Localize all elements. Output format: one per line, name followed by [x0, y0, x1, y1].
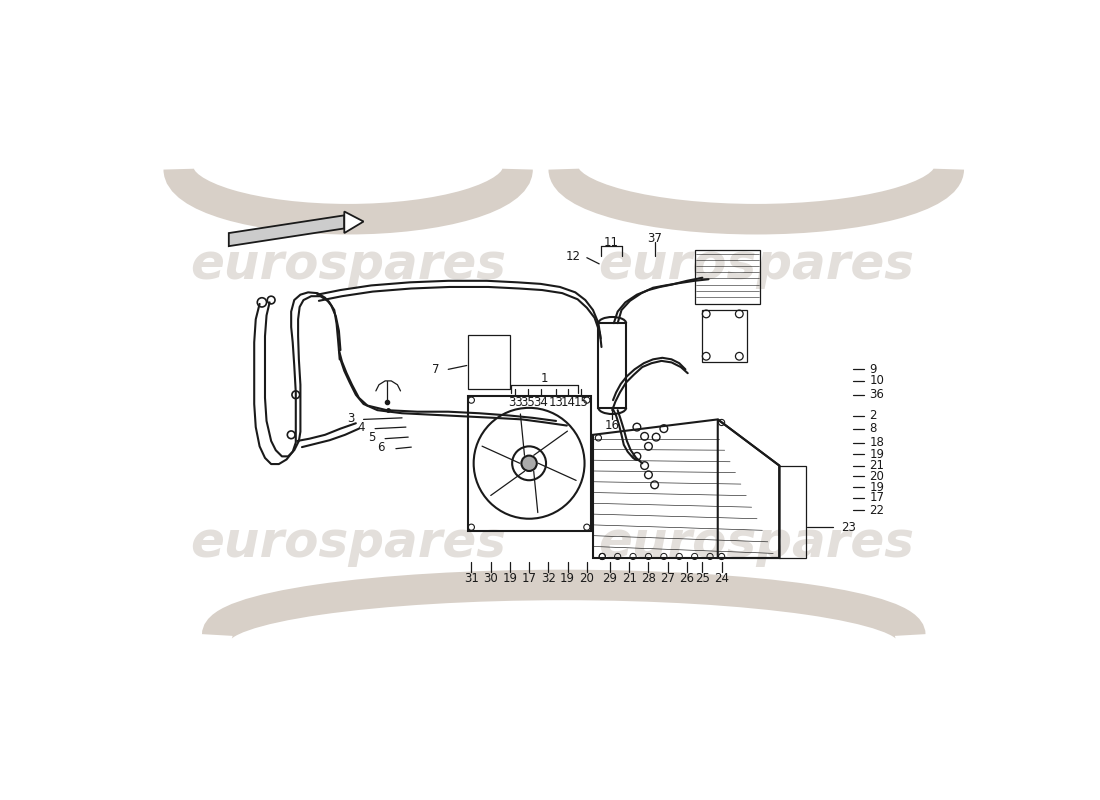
Text: 28: 28 [641, 571, 656, 585]
Bar [468, 396, 591, 531]
Text: 4: 4 [358, 422, 365, 434]
Text: 2: 2 [869, 409, 877, 422]
Text: 11: 11 [604, 236, 619, 249]
Bar [598, 323, 626, 408]
Text: 21: 21 [621, 571, 637, 585]
Bar [703, 310, 747, 362]
Text: 5: 5 [367, 431, 375, 444]
Text: 23: 23 [842, 521, 856, 534]
Text: 17: 17 [869, 491, 884, 505]
Text: 9: 9 [869, 363, 877, 376]
Text: eurospares: eurospares [190, 242, 506, 290]
Text: 34: 34 [534, 396, 548, 409]
Text: 15: 15 [573, 396, 588, 409]
Text: 20: 20 [580, 571, 594, 585]
Text: eurospares: eurospares [190, 518, 506, 566]
Text: 12: 12 [565, 250, 581, 262]
Text: eurospares: eurospares [598, 242, 914, 290]
Text: 13: 13 [549, 396, 563, 409]
Text: 21: 21 [869, 459, 884, 472]
Text: 20: 20 [869, 470, 884, 483]
Text: 10: 10 [869, 374, 884, 387]
Polygon shape [344, 211, 363, 233]
Text: 31: 31 [464, 571, 478, 585]
Bar [468, 334, 510, 389]
Text: 33: 33 [508, 396, 522, 409]
Text: 1: 1 [541, 372, 548, 385]
Text: 30: 30 [483, 571, 498, 585]
Text: 35: 35 [520, 396, 535, 409]
Text: 26: 26 [680, 571, 694, 585]
Text: 3: 3 [346, 412, 354, 425]
Text: 19: 19 [503, 571, 517, 585]
Text: 14: 14 [561, 396, 576, 409]
Text: 7: 7 [431, 363, 439, 376]
Text: 19: 19 [869, 447, 884, 461]
Text: 24: 24 [714, 571, 729, 585]
Text: 37: 37 [647, 232, 662, 245]
Text: 19: 19 [560, 571, 575, 585]
Text: 29: 29 [603, 571, 617, 585]
Bar [695, 250, 760, 304]
Text: 18: 18 [869, 436, 884, 449]
Text: 19: 19 [869, 481, 884, 494]
Bar [779, 466, 806, 558]
Text: 8: 8 [869, 422, 877, 435]
Circle shape [521, 455, 537, 471]
Text: 27: 27 [660, 571, 675, 585]
Text: 6: 6 [377, 442, 385, 454]
Text: eurospares: eurospares [598, 518, 914, 566]
Text: 17: 17 [521, 571, 537, 585]
Text: 16: 16 [605, 419, 619, 432]
Text: 36: 36 [869, 388, 884, 402]
Text: 25: 25 [695, 571, 710, 585]
Text: 32: 32 [541, 571, 556, 585]
Text: 22: 22 [869, 504, 884, 517]
Polygon shape [229, 215, 344, 246]
